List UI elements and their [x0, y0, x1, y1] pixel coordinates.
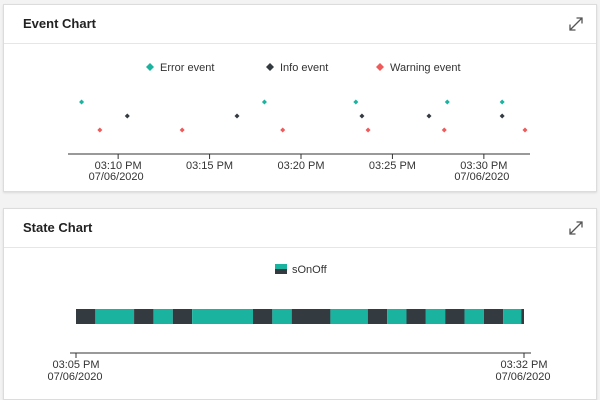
- event-chart-title: Event Chart: [23, 16, 96, 31]
- event-point: [261, 99, 267, 105]
- expand-icon-glyph: [569, 221, 583, 235]
- event-point: [499, 113, 505, 119]
- legend-swatch-on: [275, 264, 287, 269]
- state-segment: [425, 309, 446, 324]
- x-tick-sublabel: 07/06/2020: [47, 371, 102, 383]
- expand-icon[interactable]: [567, 15, 585, 33]
- state-segment: [483, 309, 504, 324]
- state-segment: [367, 309, 388, 324]
- x-tick-label: 03:10 PM: [95, 160, 142, 172]
- legend-label: Warning event: [390, 62, 461, 74]
- expand-icon[interactable]: [567, 219, 585, 237]
- legend-label: Error event: [160, 62, 214, 74]
- state-segment: [291, 309, 331, 324]
- event-point: [444, 99, 450, 105]
- event-point: [365, 127, 371, 133]
- state-segment: [521, 309, 524, 324]
- x-tick-label: 03:05 PM: [52, 359, 99, 371]
- state-segment: [503, 309, 522, 324]
- legend-label: sOnOff: [292, 264, 328, 276]
- state-chart-title: State Chart: [23, 220, 93, 235]
- x-tick-label: 03:32 PM: [500, 359, 547, 371]
- event-legend: Error event Info event Warning event: [146, 62, 461, 74]
- legend-marker: [146, 63, 154, 71]
- event-point: [179, 127, 185, 133]
- x-tick-label: 03:15 PM: [186, 160, 233, 172]
- event-point: [97, 127, 103, 133]
- state-segment: [95, 309, 135, 324]
- state-segment: [387, 309, 407, 324]
- state-segment: [252, 309, 273, 324]
- legend-label: Info event: [280, 62, 328, 74]
- event-chart-card: Event Chart Error event Info event Warning…: [3, 4, 597, 192]
- event-point: [234, 113, 240, 119]
- event-point: [359, 113, 365, 119]
- x-tick-label: 03:20 PM: [277, 160, 324, 172]
- state-segment: [272, 309, 292, 324]
- state-segment: [134, 309, 154, 324]
- event-chart-header: Event Chart: [4, 5, 596, 44]
- state-segment: [330, 309, 368, 324]
- legend-marker: [266, 63, 274, 71]
- state-segment: [153, 309, 173, 324]
- event-point: [353, 99, 359, 105]
- state-segment: [192, 309, 253, 324]
- event-point: [441, 127, 447, 133]
- event-point: [522, 127, 528, 133]
- x-tick-sublabel: 07/06/2020: [495, 371, 550, 383]
- state-chart-card: State Chart sOnOff 03:05 PM 07/06/2020 03:3…: [3, 208, 597, 400]
- x-tick-label: 03:30 PM: [460, 160, 507, 172]
- state-legend: sOnOff: [275, 264, 328, 276]
- event-point: [124, 113, 130, 119]
- event-point: [280, 127, 286, 133]
- state-segment: [464, 309, 484, 324]
- expand-icon-glyph: [569, 17, 583, 31]
- state-segment: [172, 309, 193, 324]
- state-segment: [76, 309, 96, 324]
- x-tick-sublabel: 07/06/2020: [454, 171, 509, 183]
- legend-swatch-off: [275, 269, 287, 274]
- legend-marker: [376, 63, 384, 71]
- state-segment: [406, 309, 426, 324]
- event-point: [499, 99, 505, 105]
- event-point: [79, 99, 85, 105]
- x-tick-label: 03:25 PM: [369, 160, 416, 172]
- event-chart: Error event Info event Warning event 03:10 …: [68, 62, 530, 183]
- event-point: [426, 113, 432, 119]
- state-segment: [445, 309, 465, 324]
- state-chart-header: State Chart: [4, 209, 596, 248]
- x-tick-sublabel: 07/06/2020: [89, 171, 144, 183]
